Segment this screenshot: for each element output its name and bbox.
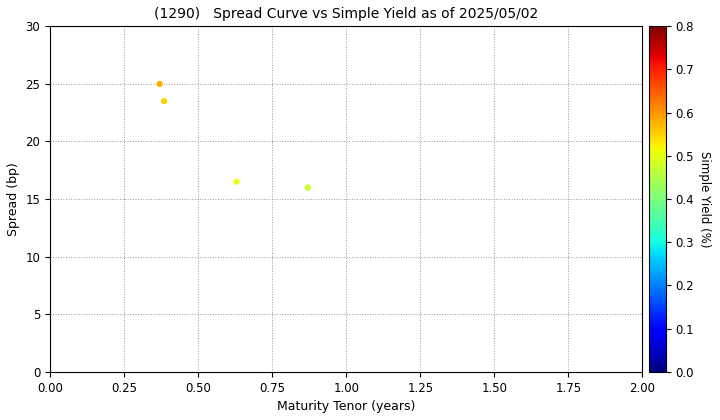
Y-axis label: Simple Yield (%): Simple Yield (%)	[698, 151, 711, 247]
Title: (1290)   Spread Curve vs Simple Yield as of 2025/05/02: (1290) Spread Curve vs Simple Yield as o…	[154, 7, 539, 21]
Y-axis label: Spread (bp): Spread (bp)	[7, 162, 20, 236]
Point	[302, 184, 313, 191]
X-axis label: Maturity Tenor (years): Maturity Tenor (years)	[277, 400, 415, 413]
Point	[158, 98, 170, 105]
Point	[231, 178, 243, 185]
Point	[154, 81, 166, 87]
